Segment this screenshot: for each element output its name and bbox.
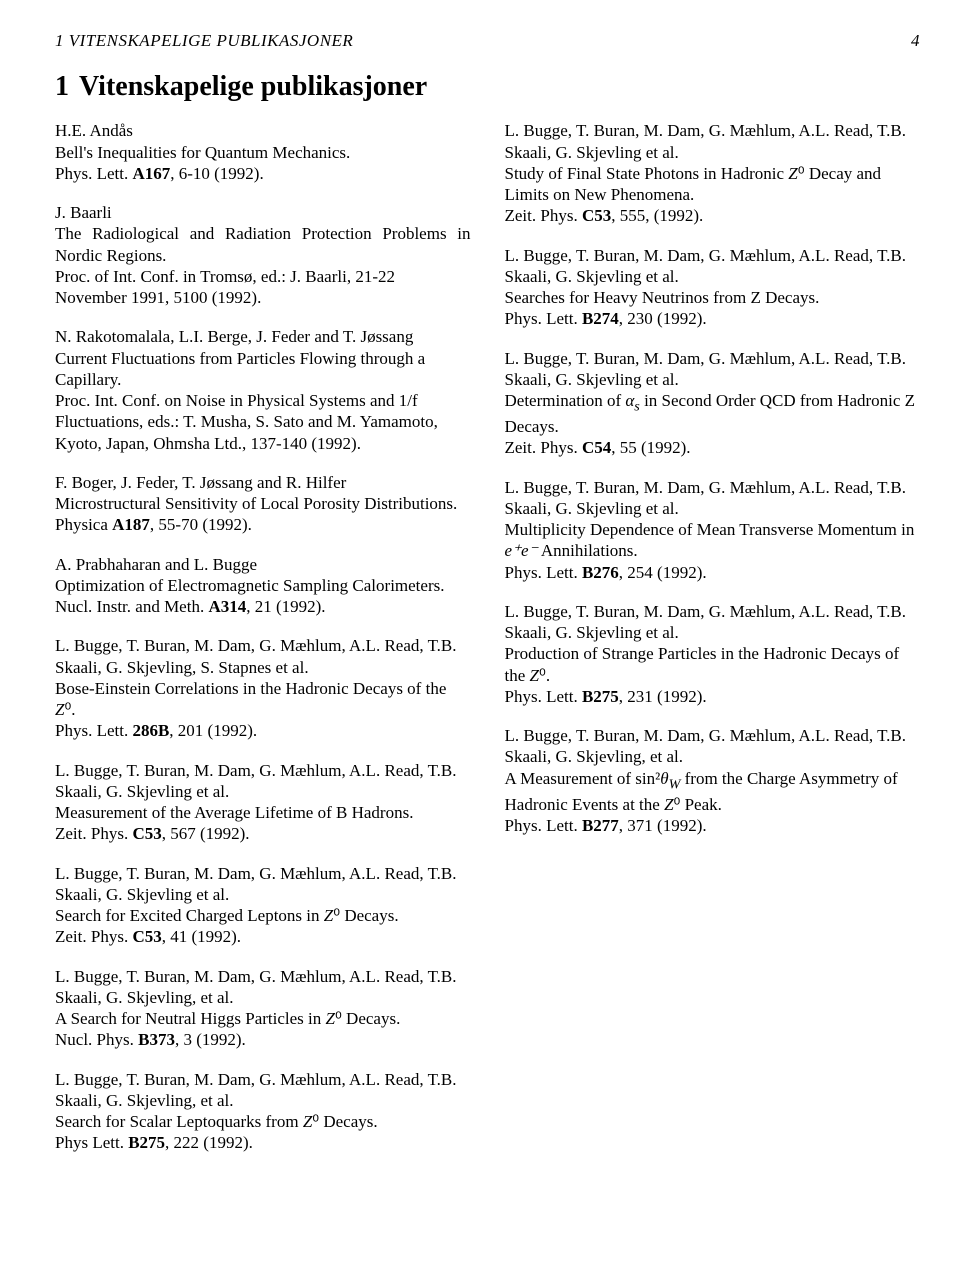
entry-line: Proc. of Int. Conf. in Tromsø, ed.: J. B… (55, 266, 471, 309)
entry-line: Optimization of Electromagnetic Sampling… (55, 575, 471, 596)
entry-line: The Radiological and Radiation Protectio… (55, 223, 471, 266)
entry-line: L. Bugge, T. Buran, M. Dam, G. Mæhlum, A… (505, 725, 921, 768)
running-header: 1 VITENSKAPELIGE PUBLIKASJONER 4 (55, 30, 920, 51)
entry-line: N. Rakotomalala, L.I. Berge, J. Feder an… (55, 326, 471, 347)
entry-line: L. Bugge, T. Buran, M. Dam, G. Mæhlum, A… (55, 1069, 471, 1112)
publication-entry: L. Bugge, T. Buran, M. Dam, G. Mæhlum, A… (55, 1069, 471, 1154)
publication-entry: F. Boger, J. Feder, T. Jøssang and R. Hi… (55, 472, 471, 536)
entry-line: J. Baarli (55, 202, 471, 223)
entry-line: L. Bugge, T. Buran, M. Dam, G. Mæhlum, A… (505, 348, 921, 391)
entry-line: F. Boger, J. Feder, T. Jøssang and R. Hi… (55, 472, 471, 493)
entry-line: A Search for Neutral Higgs Particles in … (55, 1008, 471, 1029)
publication-columns: H.E. AndåsBell's Inequalities for Quantu… (55, 120, 920, 1270)
publication-entry: L. Bugge, T. Buran, M. Dam, G. Mæhlum, A… (505, 120, 921, 226)
publication-entry: L. Bugge, T. Buran, M. Dam, G. Mæhlum, A… (55, 863, 471, 948)
entry-line: Zeit. Phys. C54, 55 (1992). (505, 437, 921, 458)
publication-entry: L. Bugge, T. Buran, M. Dam, G. Mæhlum, A… (55, 760, 471, 845)
publication-entry: J. BaarliThe Radiological and Radiation … (55, 202, 471, 308)
entry-line: L. Bugge, T. Buran, M. Dam, G. Mæhlum, A… (55, 863, 471, 906)
entry-line: Zeit. Phys. C53, 41 (1992). (55, 926, 471, 947)
section-number: 1 (55, 71, 69, 102)
entry-line: Physica A187, 55-70 (1992). (55, 514, 471, 535)
entry-line: L. Bugge, T. Buran, M. Dam, G. Mæhlum, A… (505, 120, 921, 163)
entry-line: Study of Final State Photons in Hadronic… (505, 163, 921, 206)
entry-line: Phys. Lett. B276, 254 (1992). (505, 562, 921, 583)
entry-line: Phys. Lett. A167, 6-10 (1992). (55, 163, 471, 184)
publication-entry: L. Bugge, T. Buran, M. Dam, G. Mæhlum, A… (505, 477, 921, 583)
running-header-left: 1 VITENSKAPELIGE PUBLIKASJONER (55, 30, 353, 51)
entry-line: Proc. Int. Conf. on Noise in Physical Sy… (55, 390, 471, 454)
entry-line: L. Bugge, T. Buran, M. Dam, G. Mæhlum, A… (505, 245, 921, 288)
publication-entry: L. Bugge, T. Buran, M. Dam, G. Mæhlum, A… (55, 966, 471, 1051)
entry-line: Bose-Einstein Correlations in the Hadron… (55, 678, 471, 721)
entry-line: A Measurement of sin²θW from the Charge … (505, 768, 921, 815)
publication-entry: H.E. AndåsBell's Inequalities for Quantu… (55, 120, 471, 184)
entry-line: Nucl. Phys. B373, 3 (1992). (55, 1029, 471, 1050)
entry-line: L. Bugge, T. Buran, M. Dam, G. Mæhlum, A… (505, 601, 921, 644)
publication-entry: A. Prabhaharan and L. BuggeOptimization … (55, 554, 471, 618)
entry-line: Phys. Lett. B274, 230 (1992). (505, 308, 921, 329)
entry-line: A. Prabhaharan and L. Bugge (55, 554, 471, 575)
publication-entry: L. Bugge, T. Buran, M. Dam, G. Mæhlum, A… (505, 725, 921, 836)
publication-entry: L. Bugge, T. Buran, M. Dam, G. Mæhlum, A… (505, 348, 921, 459)
entry-line: L. Bugge, T. Buran, M. Dam, G. Mæhlum, A… (55, 760, 471, 803)
entry-line: Searches for Heavy Neutrinos from Z Deca… (505, 287, 921, 308)
entry-line: Multiplicity Dependence of Mean Transver… (505, 519, 921, 562)
entry-line: H.E. Andås (55, 120, 471, 141)
publication-entry: L. Bugge, T. Buran, M. Dam, G. Mæhlum, A… (505, 601, 921, 707)
publication-entry: L. Bugge, T. Buran, M. Dam, G. Mæhlum, A… (55, 635, 471, 741)
running-header-pagenum: 4 (911, 30, 920, 51)
entry-line: Determination of αs in Second Order QCD … (505, 390, 921, 437)
entry-line: Nucl. Instr. and Meth. A314, 21 (1992). (55, 596, 471, 617)
entry-line: Search for Scalar Leptoquarks from Z⁰ De… (55, 1111, 471, 1132)
entry-line: Bell's Inequalities for Quantum Mechanic… (55, 142, 471, 163)
entry-line: Zeit. Phys. C53, 567 (1992). (55, 823, 471, 844)
section-heading: 1 Vitenskapelige publikasjoner (55, 69, 920, 104)
entry-line: Phys. Lett. B275, 231 (1992). (505, 686, 921, 707)
entry-line: L. Bugge, T. Buran, M. Dam, G. Mæhlum, A… (55, 966, 471, 1009)
publication-entry: N. Rakotomalala, L.I. Berge, J. Feder an… (55, 326, 471, 454)
entry-line: Current Fluctuations from Particles Flow… (55, 348, 471, 391)
entry-line: Zeit. Phys. C53, 555, (1992). (505, 205, 921, 226)
entry-line: L. Bugge, T. Buran, M. Dam, G. Mæhlum, A… (505, 477, 921, 520)
entry-line: Phys Lett. B275, 222 (1992). (55, 1132, 471, 1153)
entry-line: Phys. Lett. B277, 371 (1992). (505, 815, 921, 836)
entry-line: Microstructural Sensitivity of Local Por… (55, 493, 471, 514)
entry-line: Production of Strange Particles in the H… (505, 643, 921, 686)
section-title-text: Vitenskapelige publikasjoner (79, 71, 427, 102)
entry-line: L. Bugge, T. Buran, M. Dam, G. Mæhlum, A… (55, 635, 471, 678)
entry-line: Measurement of the Average Lifetime of B… (55, 802, 471, 823)
entry-line: Search for Excited Charged Leptons in Z⁰… (55, 905, 471, 926)
publication-entry: L. Bugge, T. Buran, M. Dam, G. Mæhlum, A… (505, 245, 921, 330)
entry-line: Phys. Lett. 286B, 201 (1992). (55, 720, 471, 741)
